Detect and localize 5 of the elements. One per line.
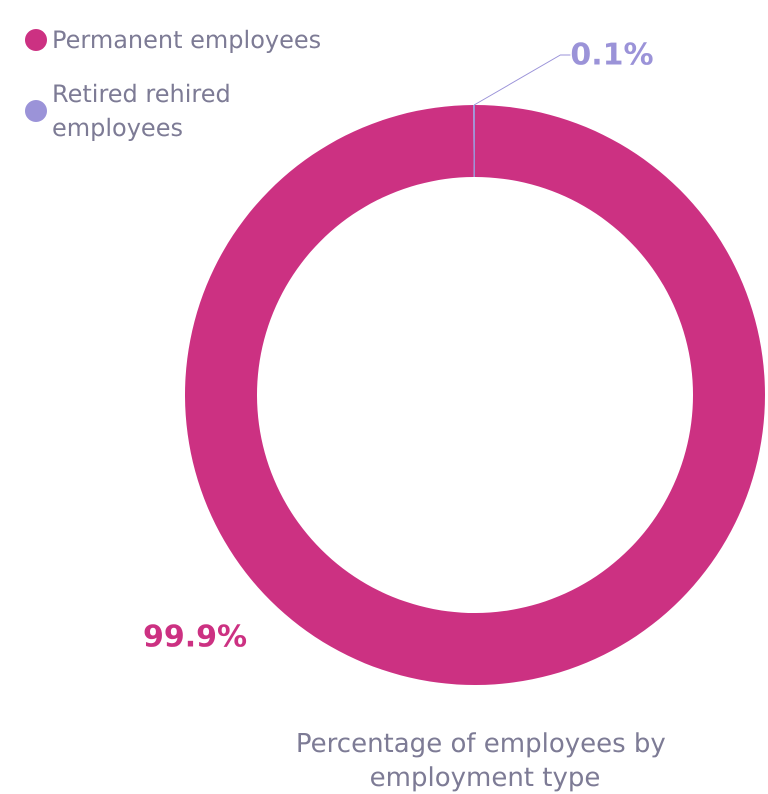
legend-label: Retired rehired employees	[52, 80, 238, 142]
data-label: 99.9%	[142, 620, 248, 654]
data-label: 0.1%	[570, 38, 654, 72]
text: Percentage of employees by employment type	[296, 729, 674, 793]
legend-label: Permanent employees	[52, 26, 322, 54]
